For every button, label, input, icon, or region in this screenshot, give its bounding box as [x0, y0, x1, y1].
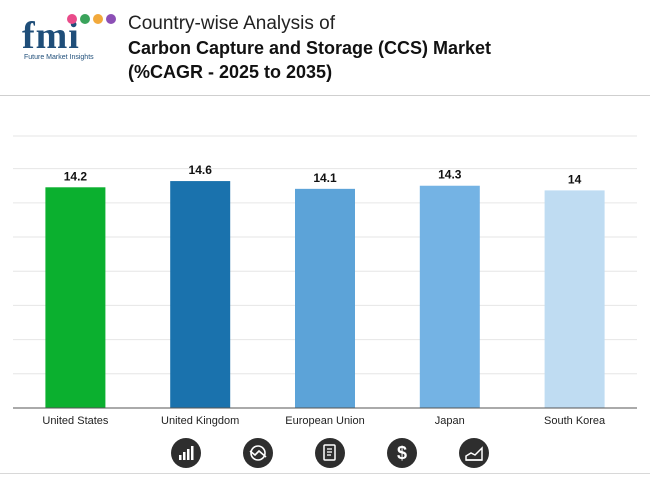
svg-text:$: $ [397, 443, 407, 463]
header: fmi Future Market Insights Country-wise … [0, 0, 650, 95]
page-title: Country-wise Analysis of Carbon Capture … [128, 12, 638, 84]
data-label: 14.1 [313, 171, 337, 185]
area-growth-icon [459, 438, 489, 468]
footer-divider [0, 473, 650, 474]
title-line-1: Country-wise Analysis of [128, 13, 335, 34]
x-tick-label: European Union [285, 415, 365, 427]
data-label: 14 [568, 172, 582, 186]
logo-subtitle: Future Market Insights [24, 54, 94, 61]
data-label: 14.2 [64, 169, 88, 183]
logo-dots-icon [67, 14, 116, 24]
title-line-2: Carbon Capture and Storage (CCS) Market [128, 38, 492, 58]
data-label: 14.6 [189, 163, 213, 177]
bar-south-korea [544, 190, 605, 408]
bar-united-states [45, 187, 106, 408]
data-label: 14.3 [438, 168, 462, 182]
bar-chart-icon [171, 438, 201, 468]
title-line-3: (%CAGR - 2025 to 2035) [128, 62, 333, 82]
x-tick-label: United States [42, 415, 109, 427]
bar-chart: 14.2 United States 14.6 United Kingdom 14.1 E… [13, 135, 637, 427]
bar-united-kingdom [170, 181, 231, 408]
fmi-logo: fmi Future Market Insights [22, 12, 116, 64]
x-tick-label: South Korea [544, 415, 606, 427]
bar-japan [419, 185, 480, 408]
x-tick-label: United Kingdom [161, 415, 239, 427]
dollar-icon: $ [387, 438, 417, 468]
document-icon [315, 438, 345, 468]
bar-european-union [295, 188, 355, 408]
footer-icons: $ [0, 436, 650, 470]
header-divider [0, 95, 650, 96]
x-tick-label: Japan [435, 415, 465, 427]
trend-circle-icon [243, 438, 273, 468]
